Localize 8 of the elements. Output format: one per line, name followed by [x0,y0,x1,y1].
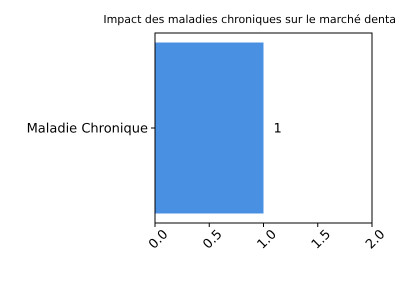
chart-title: Impact des maladies chroniques sur le marché denta [103,13,396,26]
data-label: 1 [274,122,282,137]
x-tick-label: 1.5 [308,227,334,252]
x-tick-label: 0.0 [146,227,172,252]
x-tick-label: 0.5 [200,227,226,252]
x-tick-label: 1.0 [254,227,280,252]
y-tick-label: Maladie Chronique [26,122,148,137]
x-tick-label: 2.0 [363,227,388,252]
